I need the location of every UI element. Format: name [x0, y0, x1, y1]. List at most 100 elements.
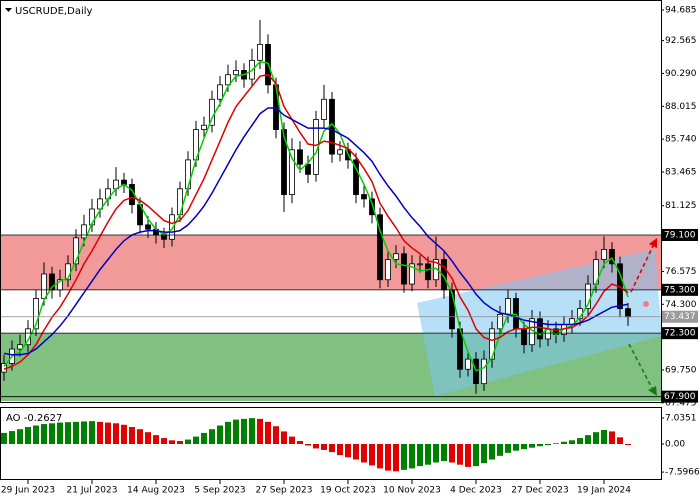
candle-body [409, 263, 415, 285]
candle-body [489, 328, 495, 360]
ao-bar [489, 444, 495, 460]
down-arrow [628, 343, 654, 391]
ao-bar [369, 444, 375, 466]
candle-body [225, 74, 231, 86]
x-tick-label: 19 Jan 2024 [577, 486, 631, 496]
zones [0, 234, 661, 401]
candle-body [601, 249, 607, 260]
candle-body [505, 298, 511, 315]
ao-bar [457, 444, 463, 465]
ao-bar [361, 444, 367, 463]
ao-bar [145, 432, 151, 444]
ao-bar [249, 418, 255, 444]
ao-bar [537, 444, 543, 447]
moving-average [3, 60, 629, 372]
candle-body [465, 358, 471, 370]
candle-body [33, 298, 39, 330]
candle-body [401, 253, 407, 285]
level-label-box [662, 283, 698, 296]
candle-body [289, 149, 295, 195]
candle-body [385, 259, 391, 281]
ao-bar [569, 440, 575, 444]
candle-body [169, 214, 175, 240]
ao-bar [353, 444, 359, 460]
ao-bar [529, 444, 535, 448]
moving-average [3, 107, 629, 356]
candle-body [321, 98, 327, 120]
ao-bar [217, 425, 223, 444]
candle-body [369, 198, 375, 216]
ao-bar [185, 439, 191, 444]
x-tick-label: 19 Oct 2023 [320, 486, 376, 496]
x-tick-label: 4 Dec 2023 [450, 486, 502, 496]
candle-body [625, 308, 631, 318]
ao-bar [321, 444, 327, 450]
candle-body [201, 124, 207, 130]
ao-bar [257, 418, 263, 444]
ao-bar [73, 421, 79, 444]
ao-bar [121, 424, 127, 444]
ao-bar [313, 444, 319, 449]
x-tick-label: 27 Sep 2023 [255, 486, 312, 496]
ao-bar [401, 444, 407, 470]
ao-bar [297, 441, 303, 444]
ao-bar [625, 444, 631, 445]
current-price-box [662, 310, 698, 323]
candle-body [185, 159, 191, 190]
y-tick-label: 90.290 [665, 69, 697, 79]
candle-body [393, 253, 399, 260]
ao-bar [273, 426, 279, 444]
candle-body [145, 224, 151, 230]
ao-bar [497, 444, 503, 456]
ao-bar [177, 441, 183, 444]
x-tick-label: 21 Jul 2023 [67, 486, 118, 496]
ao-bar [169, 440, 175, 444]
ao-bar [33, 425, 39, 444]
ao-bar [545, 444, 551, 446]
candle-body [521, 328, 527, 346]
ao-bar [561, 441, 567, 444]
x-tick-label: 14 Aug 2023 [127, 486, 185, 496]
candle-body [425, 263, 431, 281]
candle-body [233, 70, 239, 76]
ao-bar [505, 444, 511, 453]
moving-average [3, 73, 629, 370]
ao-bar [449, 444, 455, 463]
axes: 79.100 75.300 72.300 67.900 94.685 92.565 90.2… [1, 5, 700, 495]
candle-body [257, 44, 263, 61]
ao-bar [433, 444, 439, 463]
ao-bar [153, 435, 159, 444]
level-label: 72.300 [664, 329, 696, 339]
candle-body [497, 313, 503, 330]
candle-body [417, 263, 423, 266]
y-tick-label: 76.575 [665, 267, 697, 277]
ao-bar [17, 429, 23, 444]
x-tick-label: 27 Dec 2023 [511, 486, 569, 496]
ao-bar [393, 444, 399, 472]
y2-tick-label: 0.00 [665, 440, 685, 450]
ao-bar [137, 429, 143, 444]
candle-body [609, 249, 615, 265]
ao-bar [201, 432, 207, 444]
up-arrow-head [649, 238, 657, 248]
ao-bar [577, 438, 583, 444]
ao-bar [337, 444, 343, 456]
y-tick-label: 69.750 [665, 365, 697, 375]
ao-bar [481, 444, 487, 464]
ao-bar [385, 444, 391, 471]
ao-bar [265, 421, 271, 444]
ao-bar [97, 421, 103, 444]
ao-bar [81, 421, 87, 444]
ao-bar [329, 444, 335, 453]
candle-body [353, 159, 359, 195]
y-tick-label: 83.465 [665, 167, 697, 177]
candle-body [481, 358, 487, 385]
y-tick-label: 92.565 [665, 36, 697, 46]
x-tick-label: 29 Jun 2023 [1, 486, 55, 496]
ao-bar [41, 424, 47, 444]
ao-bar [129, 427, 135, 444]
candle-body [361, 194, 367, 200]
menu-triangle [5, 8, 12, 12]
ao-bar [441, 444, 447, 461]
ao-bar [473, 444, 479, 467]
